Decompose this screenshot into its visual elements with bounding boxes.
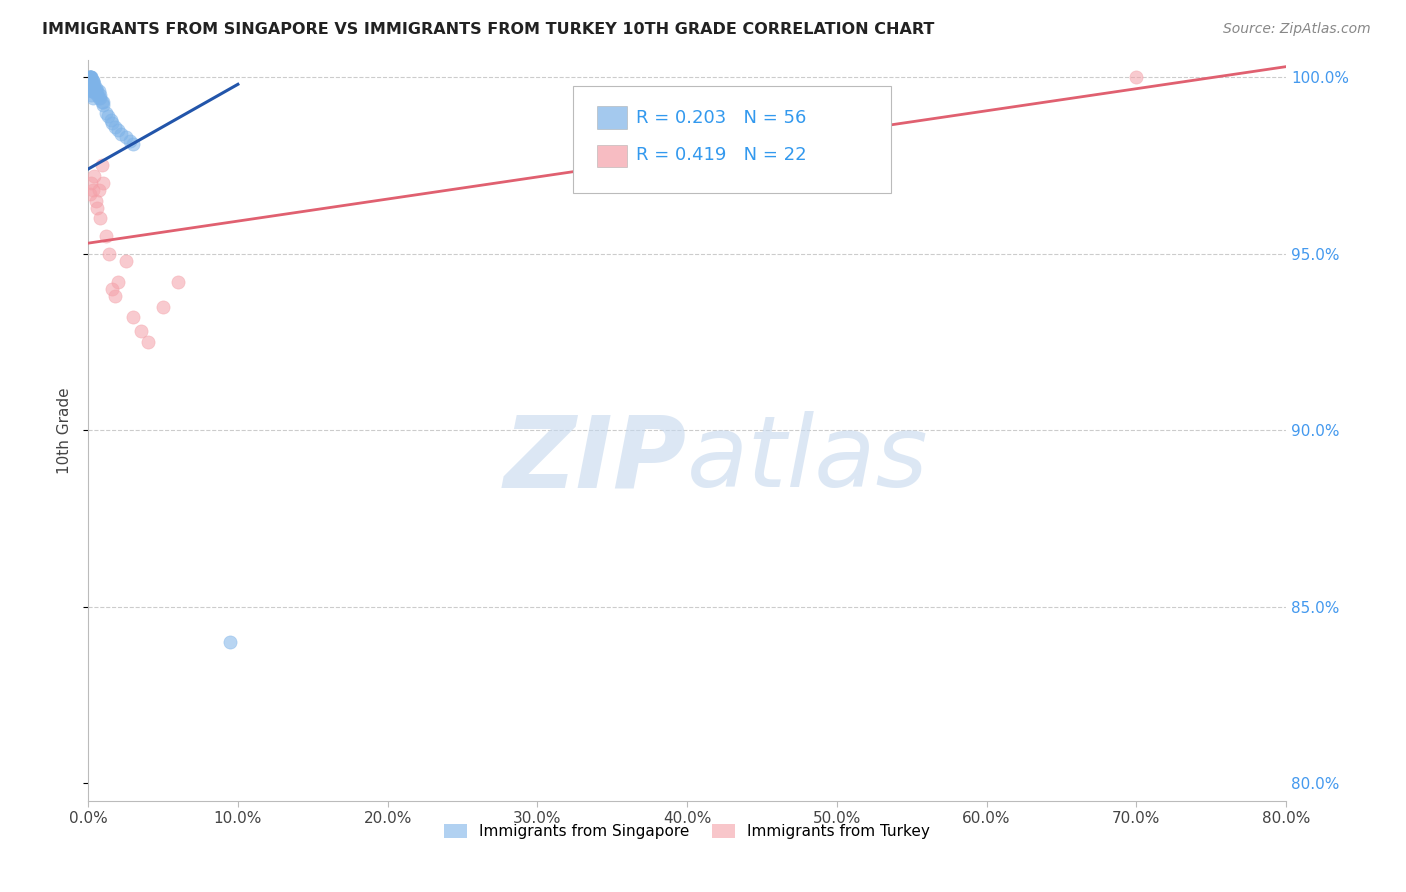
Point <box>89 87 111 102</box>
Point <box>110 127 132 141</box>
Point <box>98 246 121 260</box>
Text: R = 0.419   N = 22: R = 0.419 N = 22 <box>636 146 806 164</box>
Point <box>89 91 111 105</box>
Text: IMMIGRANTS FROM SINGAPORE VS IMMIGRANTS FROM TURKEY 10TH GRADE CORRELATION CHART: IMMIGRANTS FROM SINGAPORE VS IMMIGRANTS … <box>42 22 935 37</box>
Point <box>80 80 103 95</box>
Point <box>83 84 105 98</box>
Point <box>101 116 124 130</box>
Point <box>80 74 103 88</box>
Text: Source: ZipAtlas.com: Source: ZipAtlas.com <box>1223 22 1371 37</box>
Point <box>84 194 107 208</box>
Point <box>90 95 112 109</box>
Point <box>79 78 101 92</box>
Point <box>82 183 104 197</box>
Point <box>167 275 190 289</box>
Text: atlas: atlas <box>688 411 929 508</box>
Point <box>82 84 104 98</box>
Point <box>87 84 110 98</box>
Point <box>82 84 104 98</box>
Point <box>1125 70 1147 85</box>
Point <box>79 74 101 88</box>
Point <box>79 70 101 85</box>
Point <box>79 78 101 92</box>
Point <box>107 275 129 289</box>
Point <box>79 74 101 88</box>
Point <box>129 325 152 339</box>
Point <box>80 70 103 85</box>
Point <box>79 70 101 85</box>
Point <box>79 80 101 95</box>
Point <box>114 130 136 145</box>
Point <box>80 74 103 88</box>
Point <box>80 80 103 95</box>
Point <box>79 78 101 92</box>
Point <box>107 123 129 137</box>
Point <box>122 137 145 152</box>
FancyBboxPatch shape <box>574 86 890 193</box>
Point <box>80 84 103 98</box>
Point <box>86 87 108 102</box>
Point <box>79 186 101 201</box>
Point <box>79 74 101 88</box>
Point <box>114 253 136 268</box>
Point <box>86 84 108 98</box>
FancyBboxPatch shape <box>598 145 627 167</box>
Point <box>136 334 159 349</box>
Point <box>97 109 120 123</box>
Point <box>91 98 114 112</box>
Point <box>91 95 114 109</box>
Point <box>94 229 117 244</box>
Point <box>79 70 101 85</box>
Text: R = 0.203   N = 56: R = 0.203 N = 56 <box>636 109 806 128</box>
Point <box>101 282 124 296</box>
Point <box>104 120 127 134</box>
Point <box>120 134 142 148</box>
Point <box>91 176 114 190</box>
Point <box>122 310 145 325</box>
Point <box>83 78 105 92</box>
Point <box>89 211 111 226</box>
Point <box>82 91 104 105</box>
Point <box>219 635 242 649</box>
Point <box>82 74 104 88</box>
Point <box>84 80 107 95</box>
Point <box>87 91 110 105</box>
Point <box>79 80 101 95</box>
Point <box>84 84 107 98</box>
Point <box>83 80 105 95</box>
Point <box>152 300 174 314</box>
Point <box>82 80 104 95</box>
Point <box>82 74 104 88</box>
Point <box>83 169 105 183</box>
Point <box>80 78 103 92</box>
Point <box>80 87 103 102</box>
Point <box>104 289 127 303</box>
Y-axis label: 10th Grade: 10th Grade <box>58 387 72 474</box>
Point <box>90 159 112 173</box>
Point <box>79 70 101 85</box>
Point <box>94 105 117 120</box>
Point <box>80 78 103 92</box>
Point <box>100 112 122 127</box>
Point <box>80 80 103 95</box>
Point <box>80 70 103 85</box>
Point <box>80 176 103 190</box>
FancyBboxPatch shape <box>598 106 627 128</box>
Point <box>87 183 110 197</box>
Point <box>82 78 104 92</box>
Legend: Immigrants from Singapore, Immigrants from Turkey: Immigrants from Singapore, Immigrants fr… <box>437 818 936 845</box>
Point <box>86 201 108 215</box>
Text: ZIP: ZIP <box>505 411 688 508</box>
Point <box>79 74 101 88</box>
